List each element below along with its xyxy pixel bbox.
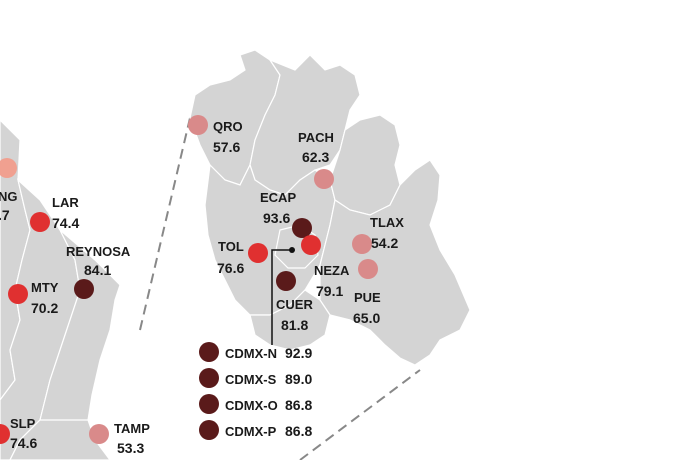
label-neza-name: NEZA [314, 263, 350, 278]
marker-tlax [352, 234, 372, 254]
marker-reynosa [74, 279, 94, 299]
marker-cdmx-s [199, 368, 219, 388]
label-neza-value: 79.1 [316, 283, 343, 299]
state-hidalgo [249, 54, 361, 196]
label-cdmx-p-value: 86.8 [285, 423, 312, 439]
cdmx-leader-line [271, 249, 292, 345]
marker-cdmx-o [199, 394, 219, 414]
label-pach-name: PACH [298, 130, 334, 145]
marker-cuer [276, 271, 296, 291]
state-puebla [319, 159, 471, 366]
label-cuer-value: 81.8 [281, 317, 308, 333]
label-slp-name: SLP [10, 416, 36, 431]
label-cdmx-s-name: CDMX-S [225, 372, 277, 387]
marker-qro [188, 115, 208, 135]
zoom-connector-bottom [299, 369, 421, 460]
label-cdmx-o-name: CDMX-O [225, 398, 278, 413]
label-slp-value: 74.6 [10, 435, 37, 451]
central-region [189, 49, 471, 366]
marker-tol [248, 243, 268, 263]
state-lower [9, 419, 111, 460]
label-mty-name: MTY [31, 280, 59, 295]
marker-neza [301, 235, 321, 255]
label-pue-name: PUE [354, 290, 381, 305]
cdmx-leader-dot [289, 247, 295, 253]
label-reynosa-name: REYNOSA [66, 244, 131, 259]
label-lar-value: 74.4 [52, 215, 79, 231]
zoom-connector-top [139, 117, 191, 331]
marker-pue [358, 259, 378, 279]
marker-pach [314, 169, 334, 189]
state-morelos [249, 289, 331, 351]
marker-cdmx-n [199, 342, 219, 362]
cdmx-list: CDMX-N 92.9 CDMX-S 89.0 CDMX-O 86.8 CDMX… [199, 342, 312, 440]
label-pue-value: 65.0 [353, 310, 380, 326]
marker-mty [8, 284, 28, 304]
label-ng-value: .7 [0, 207, 10, 223]
label-ecap-value: 93.6 [263, 210, 290, 226]
marker-tamp [89, 424, 109, 444]
label-qro-name: QRO [213, 119, 243, 134]
marker-slp [0, 424, 10, 444]
label-ecap-name: ECAP [260, 190, 296, 205]
label-tamp-value: 53.3 [117, 440, 144, 456]
label-pach-value: 62.3 [302, 149, 329, 165]
label-cdmx-o-value: 86.8 [285, 397, 312, 413]
label-tol-name: TOL [218, 239, 244, 254]
label-cdmx-n-value: 92.9 [285, 345, 312, 361]
marker-lar [30, 212, 50, 232]
label-tlax-name: TLAX [370, 215, 404, 230]
marker-ecap [292, 218, 312, 238]
label-cdmx-n-name: CDMX-N [225, 346, 277, 361]
label-cdmx-s-value: 89.0 [285, 371, 312, 387]
label-cdmx-p-name: CDMX-P [225, 424, 277, 439]
label-tlax-value: 54.2 [371, 235, 398, 251]
label-lar-name: LAR [52, 195, 79, 210]
label-reynosa-value: 84.1 [84, 262, 111, 278]
label-qro-value: 57.6 [213, 139, 240, 155]
label-tamp-name: TAMP [114, 421, 150, 436]
label-ng-name: NG [0, 189, 18, 204]
label-mty-value: 70.2 [31, 300, 58, 316]
marker-cdmx-p [199, 420, 219, 440]
label-tol-value: 76.6 [217, 260, 244, 276]
marker-ng [0, 158, 17, 178]
label-cuer-name: CUER [276, 297, 313, 312]
